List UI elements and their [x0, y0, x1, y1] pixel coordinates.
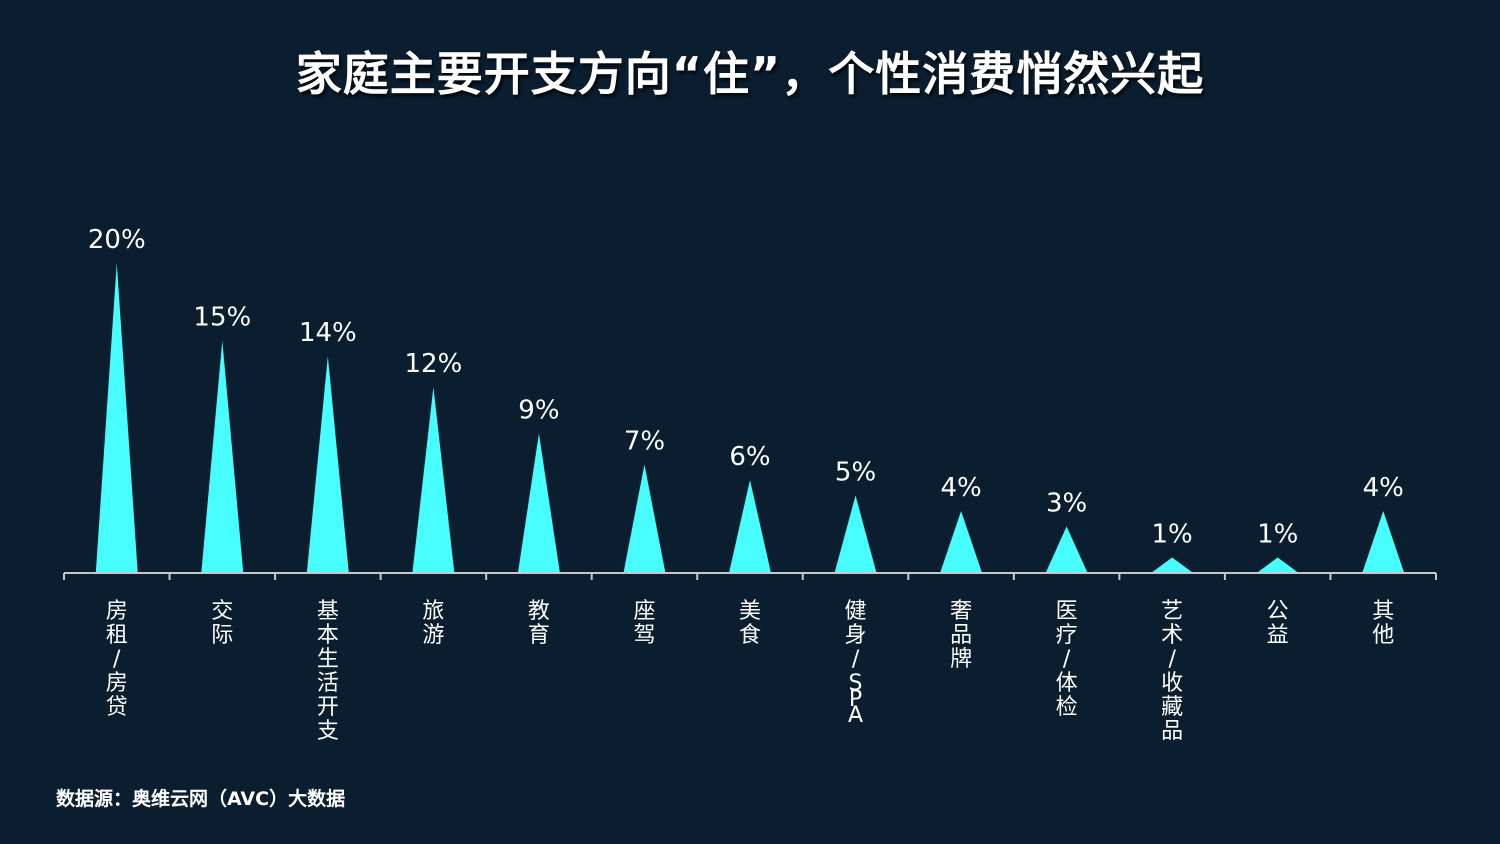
chart-title: 家庭主要开支方向“住”，个性消费悄然兴起 [295, 47, 1205, 101]
data-label: 9% [518, 396, 559, 426]
data-label: 12% [404, 349, 462, 379]
category-label: 医疗/体检 [1056, 599, 1078, 720]
chart-value-labels: 20% 15% 14% 12% 9% 7% 6% 5% 4% 3% 1% 1% 4% [88, 225, 1404, 550]
data-label: 1% [1257, 520, 1298, 550]
category-label: 其他 [1372, 599, 1394, 648]
bar [623, 464, 666, 573]
category-label: 交际 [211, 599, 233, 648]
data-label: 7% [624, 427, 665, 457]
bar [729, 480, 771, 573]
category-label: 健身/S P A [845, 599, 867, 728]
category-label: 基本生活开支 [317, 599, 339, 744]
data-label: 15% [193, 303, 251, 333]
data-label: 5% [835, 458, 876, 488]
bar [517, 433, 560, 573]
bar [940, 511, 983, 573]
data-source-note: 数据源：奥维云网（AVC）大数据 [56, 788, 346, 810]
data-label: 4% [1363, 473, 1404, 503]
category-label: 座驾 [633, 599, 655, 648]
bar [1151, 557, 1194, 573]
category-label: 艺术/收藏品 [1161, 599, 1183, 744]
category-label: 教育 [528, 599, 550, 648]
data-label: 4% [940, 473, 981, 503]
bar [201, 340, 244, 573]
data-label: 14% [299, 318, 357, 348]
category-label: 公益 [1267, 599, 1289, 648]
data-label: 3% [1046, 489, 1087, 519]
data-label: 20% [88, 225, 146, 255]
category-label: 房租/房贷 [106, 599, 128, 720]
x-axis [63, 572, 1437, 580]
category-label: 美食 [739, 599, 761, 648]
bar [412, 387, 455, 573]
chart-bars [95, 263, 1405, 573]
data-label: 6% [729, 442, 770, 472]
data-label: 1% [1152, 520, 1193, 550]
bar [1362, 511, 1405, 573]
bar [1045, 526, 1088, 573]
bar [95, 263, 138, 573]
x-axis-tick-labels: 房租/房贷 交际 基本生活开支 旅游 教育 座驾 美食 健身/S P A 奢品牌 医疗/体检 艺术/收藏… [106, 599, 1394, 744]
category-label: 奢品牌 [950, 599, 972, 672]
bar [1256, 557, 1299, 573]
category-label: 旅游 [422, 599, 444, 648]
bar [834, 495, 877, 573]
bar [306, 356, 349, 573]
